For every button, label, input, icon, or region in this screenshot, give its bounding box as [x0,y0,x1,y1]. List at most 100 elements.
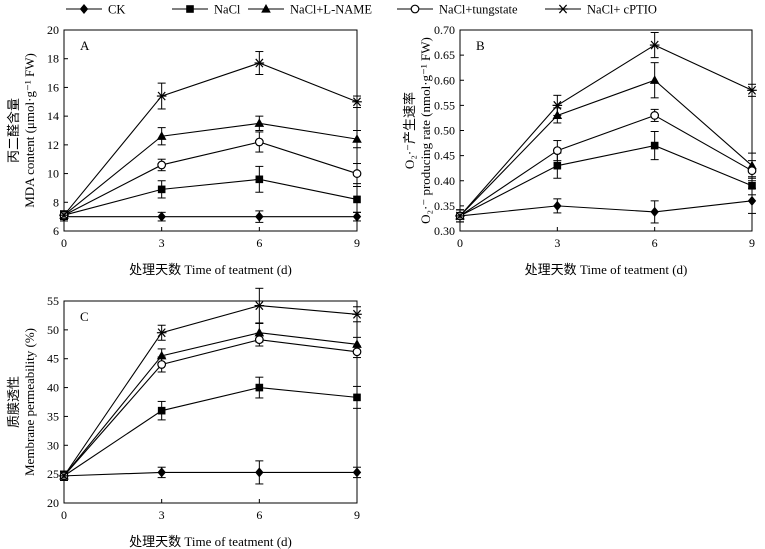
y-tick-label: 30 [47,438,59,452]
data-point [352,97,362,107]
data-point-stroke [255,58,264,68]
series-ck [455,187,757,224]
x-tick-label: 0 [61,508,67,522]
data-point [157,211,166,222]
data-point [254,301,265,311]
series-nacl-tungstate [59,131,362,221]
legend-marker-nacl [186,5,194,13]
x-tick-label: 0 [61,236,67,250]
data-point [157,406,166,415]
data-point [156,91,167,101]
data-point [59,210,69,220]
data-point [157,160,167,170]
data-point [747,166,757,176]
data-point-stroke [553,100,562,110]
y-tick-label: 20 [47,496,59,510]
y-tick-label: 0.40 [434,174,455,188]
y-tick-label: 0.65 [434,48,455,62]
y-tick-label: 0.55 [434,98,455,112]
data-point [59,471,69,481]
x-tick-label: 3 [159,508,165,522]
x-tick-label: 3 [554,236,560,250]
y-tick-label: 18 [47,52,59,66]
series-line [63,141,358,216]
data-point [748,181,756,190]
data-point [747,85,757,95]
data-point-stroke [59,471,69,481]
series-line [63,332,358,477]
data-point [157,467,166,478]
legend-marker-nacl-cptio [558,4,568,14]
series-line [63,305,358,477]
data-point [254,335,264,345]
x-axis-label: 处理天数 Time of teatment (d) [129,534,292,549]
panel-label: C [80,309,89,324]
y-tick-label: 8 [53,195,59,209]
data-point [254,137,264,147]
y-axis-label-en: O₂·⁻ producing rate (nmol·g⁻¹ FW) [418,37,433,224]
series-nacl-l-name [455,62,757,223]
series-nacl-cptio [455,32,757,223]
data-point [352,134,362,143]
x-tick-label: 9 [354,508,360,522]
data-point [352,347,362,357]
y-axis-label-zh: 丙二醛含量 [6,98,21,163]
data-point-stroke [650,40,659,50]
panel-b: 0.30 0.35 0.40 0.45 0.50 0.55 0.60 0.65 0.70 0 3 6 9… [402,23,757,277]
y-tick-label: 40 [47,381,59,395]
data-point [352,211,362,222]
panel-label: A [80,38,90,53]
series-line [459,145,753,217]
series-nacl [60,165,361,221]
x-tick-label: 9 [354,236,360,250]
legend: CK NaCl NaCl+L-NAME NaCl+tungstate NaCl+ cPT… [66,3,657,17]
data-point-stroke [59,210,69,220]
y-tick-label: 0.60 [434,73,455,87]
series-ck [59,460,362,485]
data-point [650,111,660,120]
data-point [649,40,660,50]
data-point [747,195,757,206]
data-point [353,393,361,402]
series-line [459,114,753,217]
series-nacl [456,131,756,223]
y-axis-label-zh: 质膜透性 [6,376,21,428]
data-point [649,75,660,84]
data-point [157,360,167,369]
series-line [63,62,358,216]
data-point [254,327,265,337]
y-tick-label: 55 [47,294,59,308]
y-tick-label: 10 [47,167,59,181]
y-tick-label: 50 [47,323,59,337]
data-point [156,131,167,140]
y-axis-label-en: MDA content (μmol·g⁻¹ FW) [22,53,37,208]
data-point [255,175,264,184]
data-point [455,211,465,221]
series-line [63,339,358,477]
series-line [63,471,357,477]
legend-label-nacl-tungstate: NaCl+tungstate [439,3,518,17]
y-tick-label: 0.70 [434,23,455,37]
x-tick-label: 9 [749,236,755,250]
data-point [254,118,265,127]
series-ck [59,210,362,223]
series-line [63,178,358,216]
y-tick-label: 14 [47,109,59,123]
y-tick-label: 0.50 [434,124,455,138]
data-point-stroke [352,309,362,319]
legend-label-nacl-l-name: NaCl+L-NAME [290,3,372,17]
y-tick-label: 16 [47,80,59,94]
plot-frame [459,29,753,232]
data-point-stroke [157,91,166,101]
legend-marker-nacl-cptio-stroke [558,4,568,14]
y-tick-label: 20 [47,23,59,37]
data-point [552,100,563,110]
y-tick-label: 0.30 [434,224,455,238]
data-point [352,309,362,319]
data-point-stroke [455,211,465,221]
y-axis-label-zh: O₂·⁻产生速率 [402,92,417,169]
series-line [63,387,358,477]
data-point-stroke [352,97,362,107]
y-tick-label: 25 [47,467,59,481]
